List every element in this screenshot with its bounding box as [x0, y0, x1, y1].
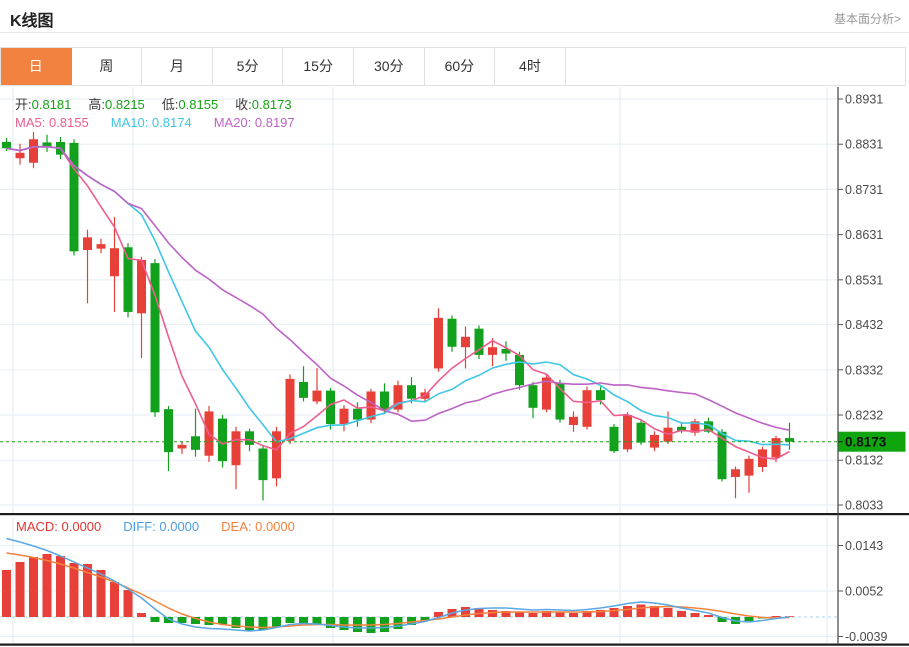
svg-text:0.0052: 0.0052: [845, 585, 883, 599]
svg-text:0.8332: 0.8332: [845, 363, 883, 377]
svg-text:0.8173: 0.8173: [845, 435, 887, 450]
svg-text:0.0143: 0.0143: [845, 539, 883, 553]
svg-text:0.8931: 0.8931: [845, 93, 883, 107]
ma20-line: [6, 145, 790, 431]
dea-line: [6, 552, 790, 629]
price-badge: 0.8173: [838, 431, 906, 452]
ma20-value: MA20: 0.8197: [213, 115, 295, 130]
low-value: 低:0.8155: [161, 97, 219, 112]
svg-text:0.8731: 0.8731: [845, 183, 883, 197]
svg-text:0.8232: 0.8232: [845, 409, 883, 423]
svg-text:0.8132: 0.8132: [845, 454, 883, 468]
tab-bar: 日周月 5分 15分 30分 60分 4时: [0, 47, 906, 86]
macd-histogram: [2, 554, 794, 633]
grid: [0, 87, 838, 643]
svg-text:0.8432: 0.8432: [845, 318, 883, 332]
high-value: 高:0.8215: [88, 97, 145, 112]
tab-15分[interactable]: 15分: [283, 48, 354, 85]
svg-text:0.8033: 0.8033: [845, 499, 883, 513]
page-title: K线图: [10, 13, 54, 30]
macd-legend: MACD: 0.0000 DIFF: 0.0000 DEA: 0.0000: [16, 519, 295, 534]
tab-月[interactable]: 月: [142, 48, 213, 85]
svg-text:0.8631: 0.8631: [845, 228, 883, 242]
tab-4时[interactable]: 4时: [495, 48, 566, 85]
kline-chart[interactable]: 0.8931 0.8831 0.8731 0.8631 0.8531 0.8432 0.83…: [0, 87, 909, 647]
svg-text:-0.0039: -0.0039: [845, 630, 887, 644]
frame: [0, 87, 909, 646]
tab-周[interactable]: 周: [72, 48, 143, 85]
close-value: 收:0.8173: [235, 97, 292, 112]
macd-value: MACD: 0.0000: [16, 519, 102, 534]
ma10-line: [6, 145, 790, 446]
tab-5分[interactable]: 5分: [213, 48, 284, 85]
ma-legend: MA5: 0.8155 MA10: 0.8174 MA20: 0.8197: [15, 115, 295, 130]
fundamental-analysis-link[interactable]: 基本面分析>: [833, 12, 901, 26]
ma5-value: MA5: 0.8155: [15, 115, 89, 130]
diff-line: [6, 537, 790, 632]
candles: [2, 132, 794, 501]
ohlc-legend: 开:0.8181 高:0.8215 低:0.8155 收:0.8173: [15, 94, 292, 113]
chart-area[interactable]: 0.8931 0.8831 0.8731 0.8631 0.8531 0.8432 0.83…: [0, 87, 909, 647]
y-axis-labels: 0.8931 0.8831 0.8731 0.8631 0.8531 0.8432 0.83…: [838, 93, 887, 644]
open-value: 开:0.8181: [15, 97, 72, 112]
tab-日[interactable]: 日: [1, 48, 72, 85]
diff-value: DIFF: 0.0000: [123, 519, 200, 534]
header: K线图 基本面分析>: [0, 0, 909, 33]
dea-value: DEA: 0.0000: [221, 519, 295, 534]
tab-30分[interactable]: 30分: [354, 48, 425, 85]
svg-text:0.8831: 0.8831: [845, 138, 883, 152]
ma10-value: MA10: 0.8174: [110, 115, 192, 130]
svg-text:0.8531: 0.8531: [845, 273, 883, 287]
tab-60分[interactable]: 60分: [425, 48, 496, 85]
